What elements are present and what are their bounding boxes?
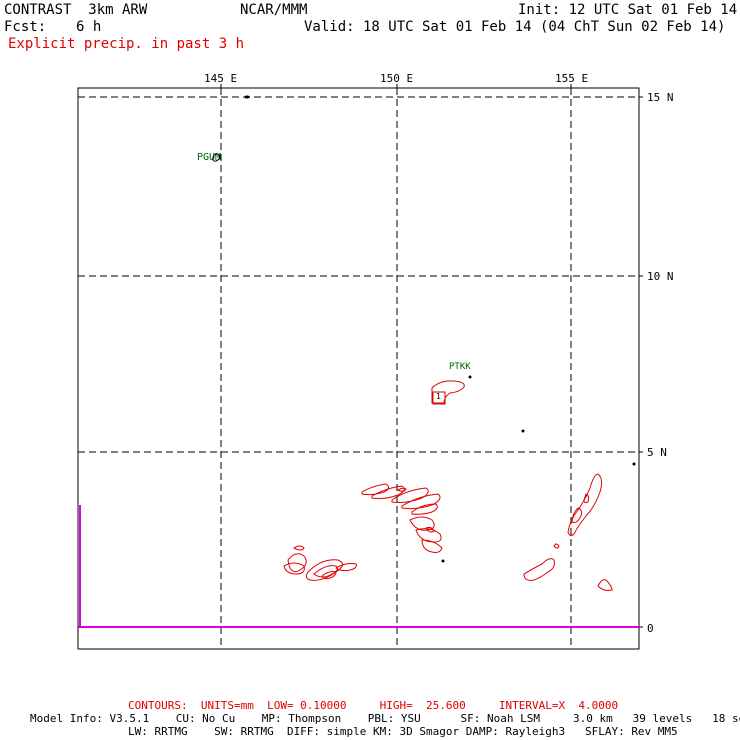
island-north: [244, 95, 250, 99]
contour-e-5: [523, 558, 555, 581]
contour-sw-2: [283, 562, 305, 575]
contour-info: CONTOURS: UNITS=mm LOW= 0.10000 HIGH= 25…: [128, 699, 619, 712]
lon-label-155e: 155 E: [555, 72, 589, 85]
model-info-line-1: Model Info: V3.5.1 CU: No Cu MP: Thompso…: [30, 712, 740, 725]
domain-boundary: [79, 505, 639, 628]
graticule: [78, 88, 639, 649]
contour-sw-6: [321, 571, 337, 580]
contour-e-3: [583, 493, 590, 504]
lat-label-5n: 5 N: [647, 446, 667, 459]
contour-sw-7: [335, 563, 357, 572]
contour-value-label: 1: [436, 392, 441, 401]
precip-contours: [283, 380, 613, 591]
island-far-east: [632, 462, 636, 466]
contour-nc-6: [397, 487, 407, 492]
map-frame: [77, 87, 640, 650]
contour-sc-2: [415, 528, 442, 543]
forecast-label: Fcst:: [4, 19, 47, 35]
init-time: Init: 12 UTC Sat 01 Feb 14: [518, 2, 738, 18]
model-info-line-2: LW: RRTMG SW: RRTMG DIFF: simple KM: 3D …: [128, 725, 678, 738]
lat-label-0: 0: [647, 622, 654, 635]
contour-e-2: [571, 507, 583, 523]
model-title: CONTRAST 3km ARW: [4, 2, 148, 18]
contour-nc-5: [411, 503, 438, 515]
contour-sc-1: [409, 516, 435, 531]
field-title: Explicit precip. in past 3 h: [8, 36, 245, 52]
station-pgum: PGUM: [197, 152, 222, 163]
contour-e-4: [553, 543, 560, 549]
contour-nc-3: [391, 487, 429, 503]
contour-sw-1: [287, 553, 307, 573]
contour-e-1: [567, 473, 603, 537]
contour-sw-3: [293, 545, 305, 551]
lat-label-10n: 10 N: [647, 270, 674, 283]
contour-box: [432, 391, 446, 405]
organization: NCAR/MMM: [240, 2, 308, 18]
island-south: [441, 559, 445, 563]
lon-label-145e: 145 E: [204, 72, 238, 85]
contour-e-6: [597, 579, 613, 591]
valid-time: Valid: 18 UTC Sat 01 Feb 14 (04 ChT Sun …: [304, 19, 726, 35]
tick-marks: [220, 84, 643, 628]
contour-nc-4: [401, 493, 441, 510]
lon-label-150e: 150 E: [380, 72, 414, 85]
coastlines: [212, 95, 636, 563]
station-ptkk: PTKK: [449, 362, 471, 372]
forecast-hour: 6 h: [76, 19, 102, 35]
contour-sc-3: [421, 539, 443, 553]
island-guam: [212, 153, 221, 162]
contour-sc-4: [425, 526, 435, 533]
island-east: [521, 429, 525, 433]
island-ptkk-1: [468, 375, 472, 379]
lat-label-15n: 15 N: [647, 91, 674, 104]
contour-nc-1: [361, 483, 390, 496]
